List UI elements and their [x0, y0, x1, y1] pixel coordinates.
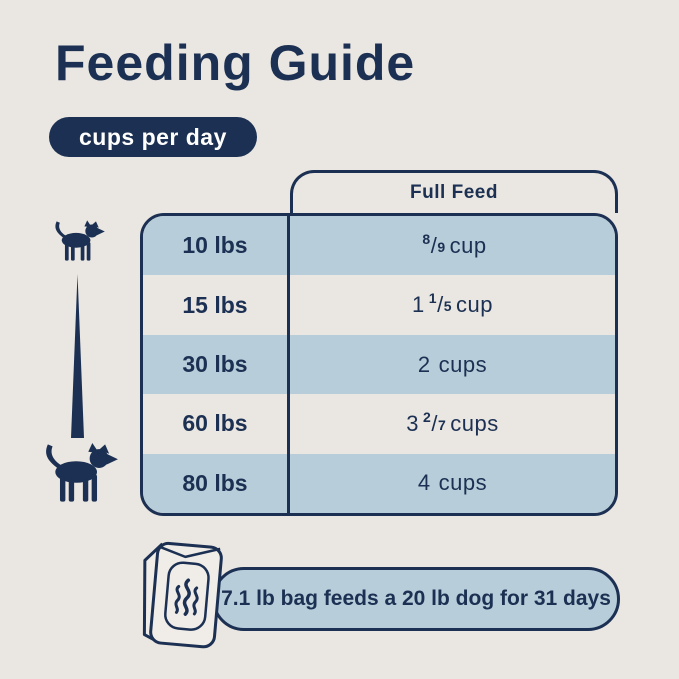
- fraction-denominator: 7: [437, 416, 447, 433]
- feed-amount-cell: 3 2/7 cups: [290, 394, 615, 453]
- weight-cell: 15 lbs: [143, 275, 290, 335]
- table-row: 15 lbs 1 1/5 cup: [143, 275, 615, 335]
- feeding-table: 10 lbs 8/9 cup 15 lbs 1 1/5 cup 30 lbs 2 cup…: [140, 213, 618, 516]
- amount-unit: cups: [450, 410, 499, 436]
- page-title: Feeding Guide: [55, 35, 416, 91]
- fraction-denominator: 9: [437, 238, 446, 255]
- banner-text: 7.1 lb bag feeds a 20 lb dog for 31 days: [221, 587, 611, 610]
- amount-whole: 1: [412, 292, 425, 318]
- amount-unit: cup: [455, 292, 493, 318]
- cups-per-day-badge: cups per day: [49, 117, 257, 157]
- fraction-slash: /: [431, 410, 438, 436]
- table-row: 10 lbs 8/9 cup: [143, 216, 615, 276]
- small-dog-icon: [55, 220, 105, 261]
- amount-whole: 2: [417, 351, 431, 377]
- table-row: 60 lbs 3 2/7 cups: [143, 394, 615, 454]
- fraction-numerator: 2: [423, 408, 432, 425]
- amount-unit: cup: [449, 232, 487, 258]
- weight-cell: 10 lbs: [143, 216, 290, 276]
- large-dog-icon: [46, 443, 118, 502]
- fraction-slash: /: [437, 292, 444, 318]
- feed-amount-cell: 1 1/5 cup: [290, 275, 615, 334]
- full-feed-column-header: Full Feed: [290, 170, 618, 213]
- bag-feeds-banner: 7.1 lb bag feeds a 20 lb dog for 31 days: [212, 567, 620, 631]
- amount-unit: cups: [438, 351, 488, 377]
- amount-whole: 3: [406, 410, 420, 436]
- feed-amount-cell: 8/9 cup: [290, 216, 615, 275]
- fraction-numerator: 8: [422, 230, 431, 247]
- amount-unit: cups: [438, 470, 488, 496]
- amount-whole: 4: [417, 470, 431, 496]
- feed-amount-cell: 4 cups: [290, 454, 615, 513]
- dog-food-bag-icon: [142, 541, 223, 649]
- fraction-slash: /: [430, 232, 438, 258]
- feed-amount-cell: 2 cups: [290, 335, 615, 394]
- weight-cell: 80 lbs: [143, 453, 290, 513]
- badge-label: cups per day: [79, 123, 227, 150]
- weight-cell: 60 lbs: [143, 394, 290, 454]
- table-row: 30 lbs 2 cups: [143, 334, 615, 395]
- weight-cell: 30 lbs: [143, 334, 290, 395]
- size-scale-wedge: [71, 274, 84, 438]
- table-row: 80 lbs 4 cups: [143, 453, 615, 513]
- fraction-denominator: 5: [443, 298, 452, 315]
- column-header-label: Full Feed: [410, 182, 498, 203]
- fraction-numerator: 1: [428, 290, 438, 307]
